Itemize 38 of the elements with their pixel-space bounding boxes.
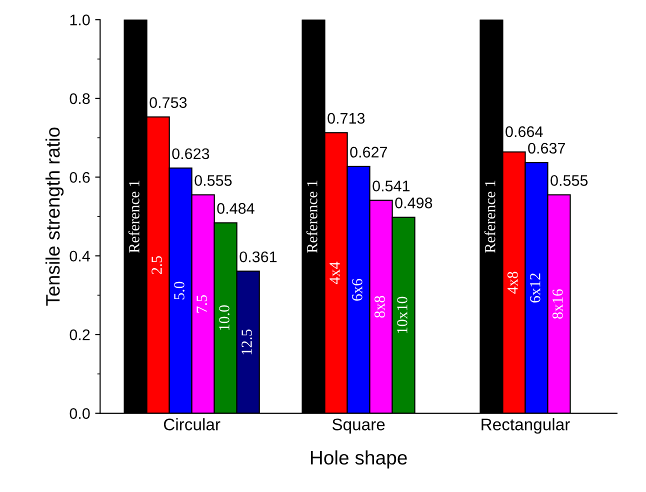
- data-label: 0.627: [350, 146, 388, 158]
- data-label: 0.498: [395, 198, 432, 208]
- data-label: 0.484: [217, 203, 254, 214]
- data-label: 0.623: [172, 148, 210, 160]
- x-tick-label: Circular: [164, 418, 220, 430]
- y-tick-label: 1.0: [70, 14, 90, 26]
- annotation: 8x8: [374, 296, 385, 318]
- y-axis-title: Tensile strength ratio: [45, 128, 64, 306]
- data-label: 0.637: [528, 142, 565, 154]
- annotation: 7.5: [196, 295, 207, 313]
- annotation: 10.0: [219, 305, 230, 330]
- data-label: 0.555: [194, 175, 232, 186]
- annotation: 12.5: [242, 329, 252, 354]
- annotation: 10x10: [397, 296, 408, 334]
- data-label: 0.555: [550, 175, 588, 186]
- annotation: 6x6: [352, 278, 362, 301]
- x-tick-label: Square: [332, 418, 385, 434]
- annotation: 2.5: [152, 256, 162, 274]
- data-label: 0.664: [506, 126, 543, 138]
- annotation: Reference 1: [128, 180, 140, 253]
- y-tick-label: 0.8: [70, 93, 90, 104]
- y-tick-label: 0.0: [70, 408, 90, 419]
- annotation: 4x8: [508, 272, 518, 294]
- data-label: 0.753: [150, 97, 187, 108]
- x-axis-title: Hole shape: [310, 450, 407, 468]
- data-label: 0.713: [328, 112, 365, 124]
- y-tick-label: 0.4: [70, 250, 90, 262]
- data-label: 0.541: [372, 180, 410, 192]
- y-tick-label: 0.2: [70, 329, 90, 340]
- annotation: Reference 1: [306, 180, 318, 253]
- annotation: 6x12: [530, 273, 540, 303]
- x-tick-label: Rectangular: [482, 418, 570, 434]
- annotation: Reference 1: [484, 180, 496, 253]
- annotation: 4x4: [330, 262, 340, 284]
- y-tick-label: 0.6: [70, 172, 90, 183]
- data-label: 0.361: [240, 251, 277, 262]
- annotation: 5.0: [174, 282, 184, 300]
- annotation: 8x16: [552, 289, 563, 319]
